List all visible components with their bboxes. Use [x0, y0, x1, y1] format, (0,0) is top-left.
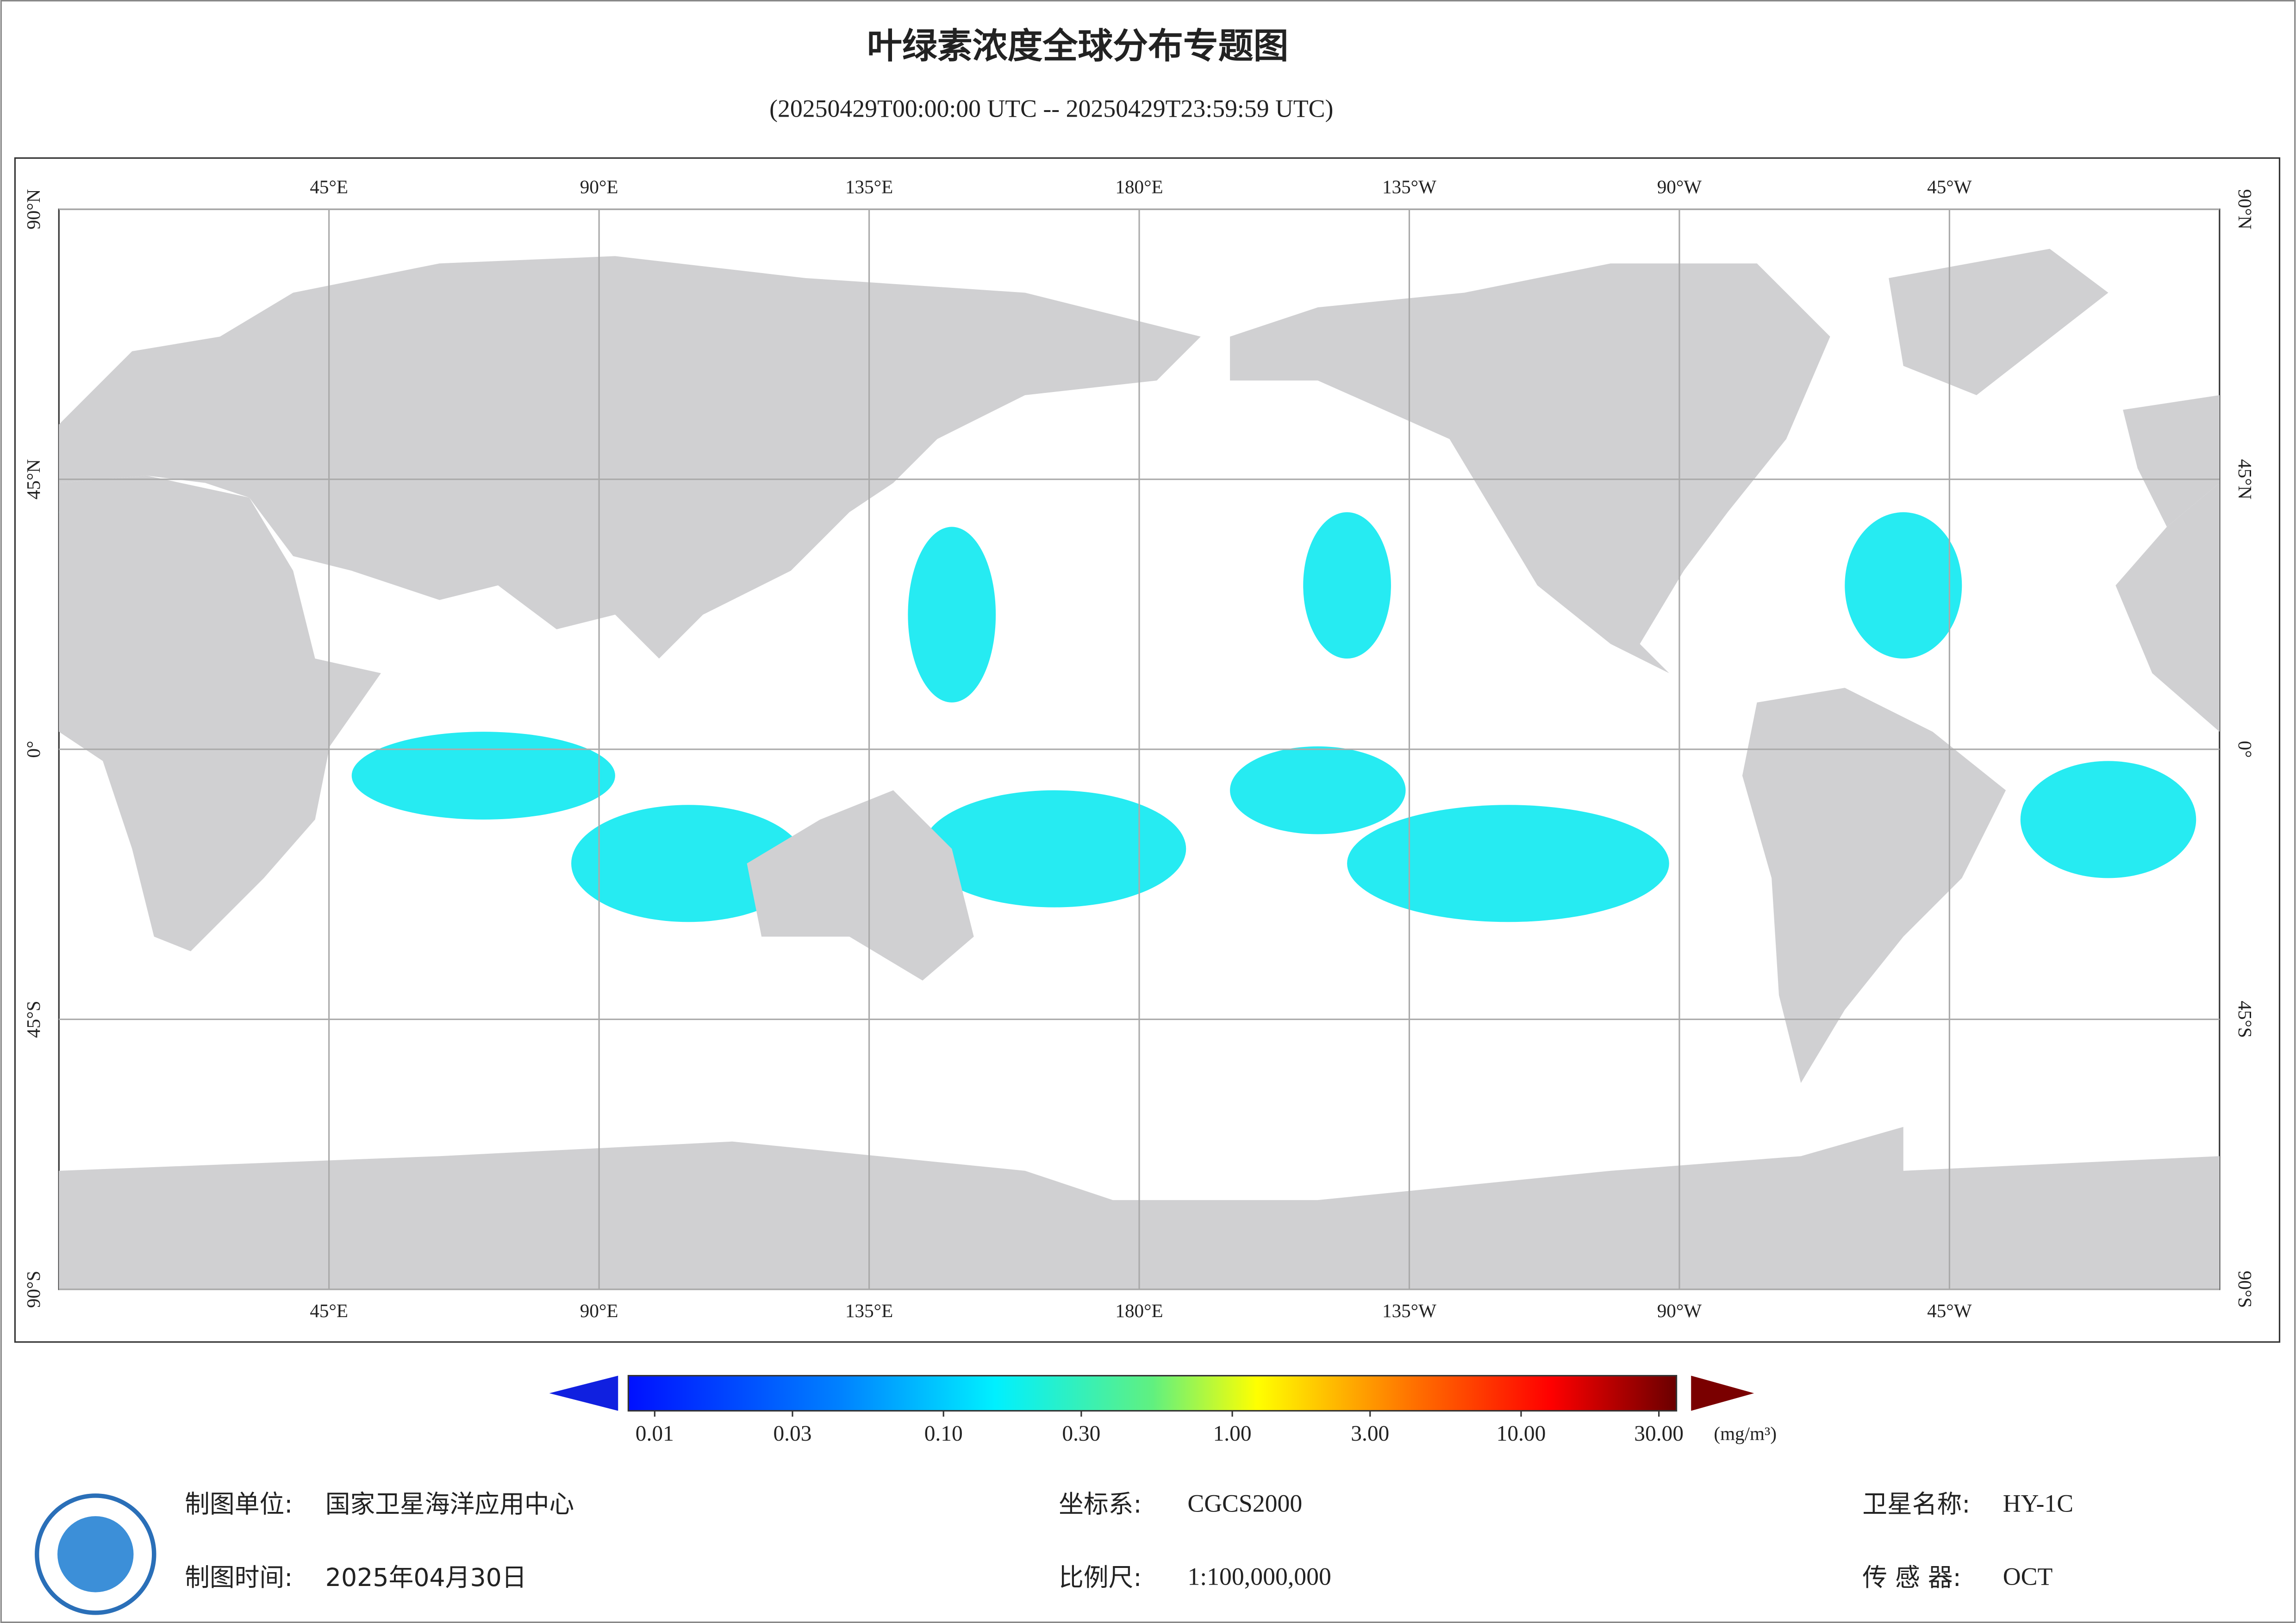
patch — [908, 527, 996, 703]
greenland — [1889, 249, 2109, 395]
patch — [2020, 761, 2196, 878]
satellite-label: 卫星名称: — [1862, 1490, 1970, 1519]
colorbar-low-arrow — [549, 1375, 618, 1411]
lon-label-top: 135°W — [1382, 176, 1436, 197]
lat-label-right: 90°S — [2234, 1271, 2256, 1308]
patch — [571, 805, 806, 922]
colorbar-tick-label: 10.00 — [1497, 1422, 1546, 1446]
lat-label-right: 45°N — [2234, 459, 2256, 499]
australia — [747, 790, 974, 981]
patch — [1845, 512, 1962, 659]
africa — [59, 475, 381, 951]
patch — [1303, 512, 1391, 659]
colorbar-bar — [627, 1374, 1678, 1412]
patch — [351, 732, 615, 820]
subtitle: (20250429T00:00:00 UTC -- 20250429T23:59… — [769, 95, 1333, 123]
patch — [1347, 805, 1669, 922]
lon-label-bottom: 135°E — [845, 1300, 893, 1321]
lon-label-bottom: 45°W — [1927, 1300, 1972, 1321]
title: 叶绿素浓度全球分布专题图 — [867, 25, 1289, 66]
lat-label-left: 90°N — [23, 189, 44, 230]
lat-label-right: 90°N — [2234, 189, 2256, 230]
lon-label-bottom: 45°E — [310, 1300, 348, 1321]
sensor-label: 传 感 器: — [1862, 1563, 1961, 1592]
scale: 1:100,000,000 — [1187, 1562, 1331, 1590]
time: 2025年04月30日 — [325, 1563, 527, 1592]
lat-label-right: 0° — [2234, 741, 2256, 758]
colorbar-tick-label: 1.00 — [1213, 1422, 1252, 1446]
logo — [35, 1493, 156, 1615]
lon-label-top: 45°W — [1927, 176, 1972, 197]
patch — [1230, 746, 1406, 834]
colorbar-tick-label: 0.03 — [773, 1422, 811, 1446]
lon-label-top: 90°E — [580, 176, 618, 197]
europe-west — [2123, 395, 2220, 527]
lat-label-left: 45°S — [23, 1001, 44, 1038]
lon-label-bottom: 135°W — [1382, 1300, 1436, 1321]
colorbar-tick-label: 0.01 — [636, 1422, 674, 1446]
unit: 国家卫星海洋应用中心 — [325, 1490, 574, 1519]
lon-label-bottom: 180°E — [1115, 1300, 1163, 1321]
lon-label-top: 45°E — [310, 176, 348, 197]
scale-label: 比例尺: — [1059, 1563, 1142, 1592]
lon-label-bottom: 90°E — [580, 1300, 618, 1321]
colorbar-tick-label: 3.00 — [1351, 1422, 1389, 1446]
colorbar-unit: (mg/m³) — [1714, 1423, 1777, 1445]
lon-label-top: 135°E — [845, 176, 893, 197]
logo-globe — [57, 1516, 134, 1592]
lat-label-left: 45°N — [23, 459, 44, 499]
lat-label-left: 90°S — [23, 1271, 44, 1308]
map-frame — [14, 157, 2281, 1343]
colorbar-high-arrow — [1691, 1375, 1754, 1411]
lat-label-left: 0° — [23, 741, 44, 758]
crs-label: 坐标系: — [1059, 1490, 1142, 1519]
lon-label-top: 90°W — [1657, 176, 1702, 197]
colorbar-tick-label: 30.00 — [1634, 1422, 1684, 1446]
south-america — [1742, 688, 2006, 1083]
chlorophyll-patches — [59, 490, 2196, 922]
satellite: HY-1C — [2003, 1489, 2073, 1517]
sensor: OCT — [2003, 1562, 2053, 1590]
time-label: 制图时间: — [185, 1563, 293, 1592]
lat-label-right: 45°S — [2234, 1001, 2256, 1038]
crs: CGCS2000 — [1187, 1489, 1302, 1517]
colorbar-tick-label: 0.10 — [924, 1422, 963, 1446]
map — [58, 208, 2221, 1290]
footer: 制图单位: 国家卫星海洋应用中心 制图时间: 2025年04月30日 坐标系: … — [185, 1489, 2073, 1592]
patch — [923, 790, 1186, 908]
unit-label: 制图单位: — [185, 1490, 293, 1519]
africa-west — [2115, 483, 2220, 732]
eurasia — [59, 256, 1201, 659]
colorbar-tick-label: 0.30 — [1062, 1422, 1100, 1446]
colorbar: (mg/m³) — [549, 1374, 1777, 1445]
lon-label-top: 180°E — [1115, 176, 1163, 197]
lon-label-bottom: 90°W — [1657, 1300, 1702, 1321]
